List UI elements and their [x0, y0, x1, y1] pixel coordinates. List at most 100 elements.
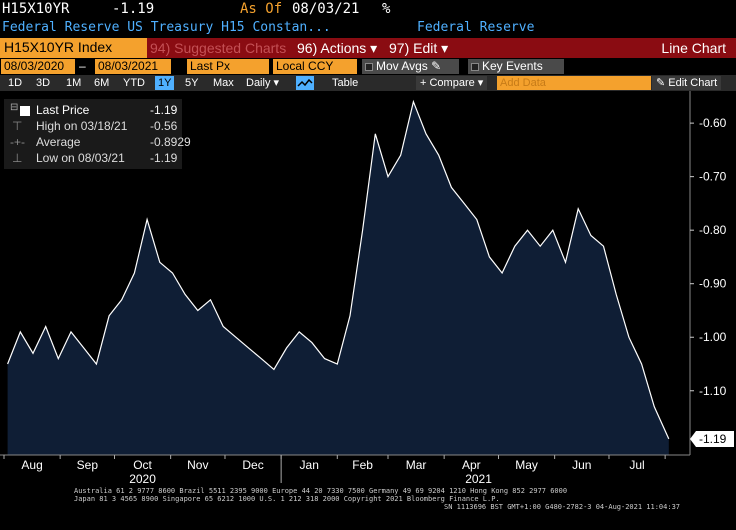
x-tick-label: Jan [300, 458, 319, 472]
price-area-fill [7, 101, 669, 455]
end-date-field[interactable]: 08/03/2021 [95, 59, 171, 74]
actions-label: 96) Actions [297, 40, 367, 56]
period-6m[interactable]: 6M [94, 77, 110, 89]
table-button[interactable]: Table [332, 77, 359, 89]
legend-low: ⊥ Low on 08/03/21 -1.19 [10, 151, 180, 167]
period-1y[interactable]: 1Y [155, 76, 175, 90]
legend-last-price: ⊟ Last Price -1.19 [10, 102, 180, 119]
as-of-date[interactable]: 08/03/21 [292, 1, 360, 17]
footer-contacts-line2: Japan 81 3 4565 8900 Singapore 65 6212 1… [74, 495, 500, 503]
as-of-label: As Of [240, 1, 283, 17]
line-chart[interactable]: -0.60 -0.70 -0.80 -0.90 -1.00 -1.10 -1.19 Aug S… [0, 91, 736, 530]
period-5y[interactable]: 5Y [185, 77, 199, 89]
y-tick-label: -0.80 [699, 223, 727, 237]
x-tick-label: May [515, 458, 538, 472]
y-tick-label: -1.10 [699, 384, 727, 398]
period-1m[interactable]: 1M [66, 77, 82, 89]
key-events-toggle[interactable]: Key Events [468, 59, 564, 74]
actions-menu[interactable]: 96) Actions ▾ [297, 40, 377, 57]
period-toolbar: 1D 3D 1M 6M YTD 1Y 5Y Max Daily ▾ Table … [0, 75, 736, 91]
date-separator: – [79, 59, 86, 73]
x-tick-label: Mar [406, 458, 427, 472]
key-events-label: Key Events [482, 59, 543, 73]
edit-label: 97) Edit [389, 40, 438, 56]
last-value-tag [690, 430, 734, 447]
x-tick-label: Aug [21, 458, 42, 472]
suggested-charts-button[interactable]: 94) Suggested Charts [150, 40, 287, 56]
percent-icon[interactable]: % [382, 1, 391, 17]
chevron-down-icon: ▾ [441, 40, 449, 56]
compare-menu[interactable]: + Compare ▾ [416, 76, 488, 90]
field-selector[interactable]: Last Px [187, 59, 269, 74]
checkbox-icon [471, 63, 479, 71]
security-description: Federal Reserve US Treasury H15 Constan.… [2, 20, 331, 35]
y-tick-label: -0.60 [699, 116, 727, 130]
security-header: H15X10YR -1.19 As Of 08/03/21 % [0, 0, 736, 19]
legend-label: High on 03/18/21 [36, 119, 128, 133]
currency-selector[interactable]: Local CCY [273, 59, 357, 74]
period-3d[interactable]: 3D [36, 77, 51, 89]
period-1d[interactable]: 1D [8, 77, 23, 89]
year-label: 2021 [465, 472, 492, 486]
index-field[interactable]: H15X10YR Index [0, 38, 147, 58]
legend-value: -0.8929 [150, 135, 191, 149]
low-marker-icon: ⊥ [12, 151, 23, 165]
footer: Australia 61 2 9777 8600 Brazil 5511 239… [0, 485, 736, 530]
source-label: Federal Reserve [417, 20, 535, 35]
x-tick-label: Sep [77, 458, 99, 472]
x-axis: Aug Sep Oct Nov Dec Jan Feb Mar Apr May Jun Jul 2020… [0, 454, 690, 486]
series-swatch [20, 106, 30, 116]
footer-contacts-line1: Australia 61 2 9777 8600 Brazil 5511 239… [74, 487, 568, 495]
legend-label: Last Price [36, 103, 90, 117]
command-bar: H15X10YR Index 94) Suggested Charts 96) … [0, 38, 736, 58]
legend-value: -1.19 [150, 151, 178, 165]
pencil-icon: ✎ [656, 77, 666, 89]
add-data-input[interactable]: Add Data [497, 76, 651, 90]
legend-label: Low on 08/03/21 [36, 151, 125, 165]
x-tick-label: Apr [462, 458, 481, 472]
x-tick-label: Nov [187, 458, 208, 472]
edit-chart-button[interactable]: ✎ Edit Chart [652, 76, 722, 90]
x-tick-label: Jun [572, 458, 591, 472]
legend-high: ⊤ High on 03/18/21 -0.56 [10, 119, 180, 135]
x-tick-label: Dec [242, 458, 263, 472]
description-row: Federal Reserve US Treasury H15 Constan.… [0, 19, 736, 38]
y-tick-label: -0.90 [699, 277, 727, 291]
chart-legend[interactable]: ⊟ Last Price -1.19 ⊤ High on 03/18/21 -0… [4, 99, 191, 169]
period-ytd[interactable]: YTD [123, 77, 145, 89]
frequency-selector[interactable]: Daily ▾ [246, 76, 279, 90]
edit-menu[interactable]: 97) Edit ▾ [389, 40, 448, 57]
frequency-label: Daily [246, 77, 271, 89]
view-title: Line Chart [661, 40, 726, 56]
average-marker-icon: -+- [10, 135, 25, 149]
compare-label: + Compare [420, 77, 475, 89]
chevron-down-icon: ▾ [477, 77, 484, 89]
collapse-icon[interactable]: ⊟ [10, 102, 19, 113]
mov-avgs-label: Mov Avgs [376, 59, 428, 73]
year-label: 2020 [129, 472, 156, 486]
y-tick-label: -0.70 [699, 170, 727, 184]
legend-average: -+- Average -0.8929 [10, 135, 191, 151]
start-date-field[interactable]: 08/03/2020 [1, 59, 75, 74]
y-axis: -0.60 -0.70 -0.80 -0.90 -1.00 -1.10 -1.19 [689, 91, 734, 455]
line-chart-icon[interactable] [296, 76, 314, 90]
x-tick-label: Oct [133, 458, 152, 472]
legend-label: Average [36, 135, 81, 149]
checkbox-icon [365, 63, 373, 71]
price-line [7, 99, 670, 440]
legend-value: -0.56 [150, 119, 178, 133]
x-tick-label: Feb [352, 458, 373, 472]
period-max[interactable]: Max [213, 77, 234, 89]
last-value: -1.19 [112, 1, 155, 17]
mov-avgs-toggle[interactable]: Mov Avgs ✎ [362, 59, 459, 74]
edit-chart-label: Edit Chart [668, 77, 718, 89]
footer-session-line: SN 1113696 BST GMT+1:00 G480-2782-3 04-A… [444, 503, 681, 511]
parameter-row: 08/03/2020 – 08/03/2021 Last Px Local CC… [0, 58, 736, 75]
high-marker-icon: ⊤ [12, 119, 23, 133]
legend-value: -1.19 [150, 103, 178, 117]
chevron-down-icon: ▾ [370, 40, 378, 56]
x-tick-label: Jul [629, 458, 644, 472]
y-tick-label: -1.00 [699, 330, 727, 344]
ticker-label: H15X10YR [2, 1, 70, 17]
pencil-icon: ✎ [431, 59, 442, 73]
